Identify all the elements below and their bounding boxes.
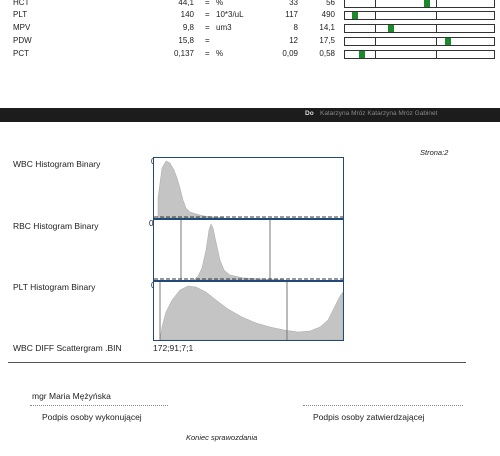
- reference-range-bar: [344, 11, 495, 20]
- lab-low-cell: 12: [289, 36, 298, 45]
- lab-high-cell: 17,5: [319, 36, 335, 45]
- rbc-histogram: [153, 219, 344, 281]
- value-marker: [445, 38, 451, 45]
- section-divider: [8, 362, 466, 363]
- range-divider: [436, 12, 437, 19]
- scattergram-label: WBC DIFF Scattergram .BIN: [13, 343, 122, 353]
- range-divider: [375, 0, 376, 7]
- range-divider: [436, 51, 437, 58]
- value-marker: [352, 12, 358, 19]
- lab-high-cell: 56: [326, 0, 335, 7]
- value-marker: [424, 0, 430, 7]
- lab-eq-cell: =: [205, 10, 210, 19]
- band-do-label: Do: [305, 110, 314, 117]
- lab-value-cell: 0,137: [173, 49, 194, 58]
- lab-high-cell: 0,58: [319, 49, 335, 58]
- lab-value-cell: 15,8: [178, 36, 194, 45]
- lab-eq-cell: =: [205, 36, 210, 45]
- page-number: Strona:2: [420, 148, 449, 157]
- lab-name-cell: PDW: [13, 36, 32, 45]
- range-divider: [375, 25, 376, 32]
- reference-range-bar: [344, 24, 495, 33]
- lab-name-cell: PLT: [13, 10, 28, 19]
- wbc-histogram-curve: [157, 160, 225, 219]
- reference-range-bar: [344, 50, 495, 59]
- range-divider: [436, 25, 437, 32]
- lab-name-cell: PCT: [13, 49, 29, 58]
- wbc-histogram-label: WBC Histogram Binary: [13, 159, 101, 169]
- lab-name-cell: MPV: [13, 23, 31, 32]
- lab-value-cell: 44,1: [178, 0, 194, 7]
- lab-low-cell: 0,09: [282, 49, 298, 58]
- lab-value-cell: 9,8: [182, 23, 194, 32]
- header-band: [0, 108, 500, 122]
- lab-eq-cell: =: [205, 23, 210, 32]
- lab-unit-cell: %: [216, 0, 224, 7]
- lab-low-cell: 33: [289, 0, 298, 7]
- performer-caption: Podpis osoby wykonującej: [42, 412, 142, 422]
- approver-signature-line: [303, 405, 463, 406]
- lab-eq-cell: =: [205, 0, 210, 7]
- lab-unit-cell: %: [216, 49, 224, 58]
- plt-histogram-label: PLT Histogram Binary: [13, 282, 96, 292]
- reference-range-bar: [344, 0, 495, 8]
- lab-low-cell: 8: [293, 23, 298, 32]
- approver-caption: Podpis osoby zatwierdzającej: [313, 412, 425, 422]
- range-divider: [375, 38, 376, 45]
- range-divider: [375, 51, 376, 58]
- rbc-histogram-label: RBC Histogram Binary: [13, 221, 99, 231]
- wbc-histogram: [153, 157, 344, 219]
- performer-name: mgr Maria Mężyńska: [32, 391, 111, 401]
- lab-unit-cell: um3: [216, 23, 232, 32]
- lab-unit-cell: 10*3/uL: [216, 10, 244, 19]
- range-divider: [436, 0, 437, 7]
- lab-high-cell: 490: [321, 10, 335, 19]
- lab-name-cell: HCT: [13, 0, 30, 7]
- value-marker: [388, 25, 394, 32]
- reference-range-bar: [344, 37, 495, 46]
- plt-histogram-curve: [159, 285, 344, 341]
- plt-histogram: [153, 281, 344, 341]
- lab-high-cell: 14,1: [319, 23, 335, 32]
- performer-signature-line: [30, 405, 168, 406]
- rbc-zero-label: 0: [149, 219, 154, 228]
- report-end: Koniec sprawozdania: [186, 433, 258, 442]
- lab-low-cell: 117: [285, 10, 298, 19]
- lab-eq-cell: =: [205, 49, 210, 58]
- range-divider: [436, 38, 437, 45]
- lab-value-cell: 140: [180, 10, 194, 19]
- scattergram-value: 172;91;7;1: [153, 343, 194, 353]
- range-divider: [375, 12, 376, 19]
- value-marker: [359, 51, 365, 58]
- band-names: Katarzyna Mróz Katarzyna Mróz Gabinet: [320, 110, 438, 117]
